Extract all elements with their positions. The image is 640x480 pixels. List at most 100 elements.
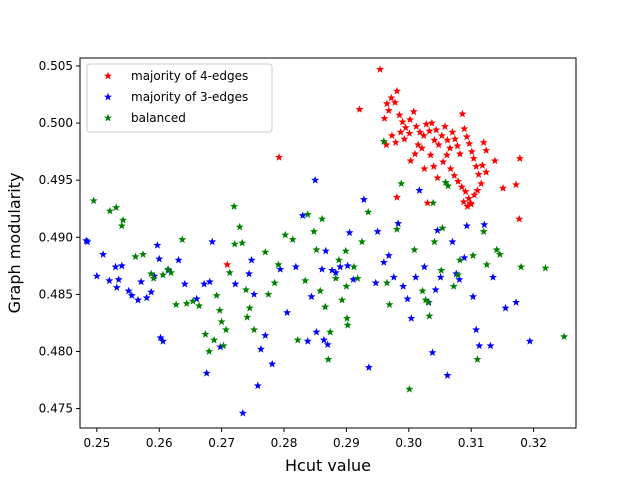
point-series0-11 xyxy=(398,117,407,126)
point-series0-33 xyxy=(440,122,449,130)
point-series2-14 xyxy=(182,299,191,307)
point-series0-69 xyxy=(512,180,521,189)
point-series2-53 xyxy=(341,246,350,255)
point-series1-5 xyxy=(111,262,120,271)
point-series1-31 xyxy=(245,269,254,278)
point-series1-17 xyxy=(155,254,164,263)
y-tick-label: 0.500 xyxy=(39,116,73,130)
point-series0-37 xyxy=(450,134,459,143)
point-series1-28 xyxy=(216,342,225,351)
point-series2-5 xyxy=(131,252,140,261)
point-series2-56 xyxy=(343,321,352,329)
point-series0-44 xyxy=(467,147,476,156)
point-series0-35 xyxy=(445,144,454,152)
point-series2-58 xyxy=(353,274,362,282)
y-axis-ticks: 0.475 0.480 0.485 0.490 0.495 0.500 0.505 xyxy=(39,59,80,416)
y-tick-label: 0.505 xyxy=(39,59,73,73)
point-series0-19 xyxy=(400,134,409,143)
point-series1-44 xyxy=(311,175,320,184)
point-series2-81 xyxy=(495,250,504,258)
point-series2-63 xyxy=(392,225,401,233)
point-series0-32 xyxy=(437,131,446,140)
point-series2-79 xyxy=(482,260,491,269)
point-series0-78 xyxy=(411,149,420,158)
legend-marker-series1 xyxy=(104,92,112,101)
point-series2-1 xyxy=(105,206,114,215)
point-series0-3 xyxy=(275,153,284,161)
x-tick-label: 0.31 xyxy=(458,436,485,450)
point-series1-60 xyxy=(384,251,393,259)
point-series2-31 xyxy=(243,313,252,321)
point-series2-80 xyxy=(492,245,501,254)
point-series0-24 xyxy=(414,140,423,149)
point-series1-51 xyxy=(331,268,340,277)
y-tick-label: 0.480 xyxy=(39,344,73,358)
point-series1-38 xyxy=(276,265,285,273)
point-series2-36 xyxy=(270,278,279,287)
x-tick-label: 0.27 xyxy=(208,436,235,450)
point-series1-75 xyxy=(452,269,461,278)
plot-frame xyxy=(79,57,577,429)
point-series1-35 xyxy=(256,345,265,353)
point-series1-72 xyxy=(436,273,445,281)
point-series2-7 xyxy=(147,269,156,278)
point-series2-33 xyxy=(250,325,259,334)
point-series2-16 xyxy=(195,301,204,310)
point-series0-21 xyxy=(412,122,421,130)
point-series0-67 xyxy=(490,156,499,165)
point-series2-77 xyxy=(473,355,482,363)
point-series1-87 xyxy=(525,337,534,345)
point-series2-11 xyxy=(167,268,176,277)
data-points xyxy=(82,65,569,417)
point-series2-49 xyxy=(326,327,335,336)
x-axis-ticks: 0.25 0.26 0.27 0.28 0.29 0.30 0.31 0.32 xyxy=(83,428,547,450)
point-series2-39 xyxy=(288,235,297,243)
point-series1-64 xyxy=(403,294,412,303)
point-series2-61 xyxy=(382,278,391,287)
point-series0-79 xyxy=(420,164,429,173)
point-series2-0 xyxy=(89,196,98,205)
point-series0-57 xyxy=(461,187,470,196)
point-series2-6 xyxy=(139,250,148,258)
point-series2-43 xyxy=(309,227,318,235)
point-series0-48 xyxy=(477,179,486,188)
point-series1-48 xyxy=(321,246,330,255)
point-series1-10 xyxy=(127,291,136,299)
y-tick-label: 0.475 xyxy=(39,402,73,416)
point-series2-76 xyxy=(469,251,478,259)
point-series2-60 xyxy=(364,207,373,216)
point-series0-60 xyxy=(470,190,479,199)
point-series0-2 xyxy=(392,86,401,95)
point-series2-28 xyxy=(235,222,244,231)
point-series1-23 xyxy=(192,294,201,303)
point-series2-89 xyxy=(454,270,463,279)
point-series1-73 xyxy=(443,371,452,379)
point-series1-53 xyxy=(343,261,352,270)
point-series1-2 xyxy=(92,271,101,280)
point-series0-18 xyxy=(396,128,405,136)
legend-label-balanced: balanced xyxy=(131,111,186,125)
point-series2-52 xyxy=(338,295,347,304)
y-axis-label: Graph modularity xyxy=(5,173,24,314)
x-axis-label: Hcut value xyxy=(285,456,371,475)
point-series2-17 xyxy=(201,330,210,338)
point-series0-51 xyxy=(439,157,448,166)
point-series2-66 xyxy=(410,245,419,254)
point-series2-88 xyxy=(379,137,388,145)
point-series1-19 xyxy=(158,337,167,345)
point-series0-4 xyxy=(223,260,232,269)
x-tick-label: 0.25 xyxy=(83,436,110,450)
point-series2-86 xyxy=(429,198,438,207)
legend-box xyxy=(86,63,273,133)
y-tick-label: 0.485 xyxy=(39,287,73,301)
point-series1-79 xyxy=(469,292,478,301)
point-series0-1 xyxy=(355,105,364,113)
point-series2-46 xyxy=(318,214,327,223)
point-series0-43 xyxy=(465,139,474,148)
point-series0-13 xyxy=(406,115,415,124)
point-series0-41 xyxy=(460,124,469,133)
point-series1-24 xyxy=(200,279,209,288)
point-series0-28 xyxy=(427,118,436,127)
point-series0-23 xyxy=(419,131,428,140)
